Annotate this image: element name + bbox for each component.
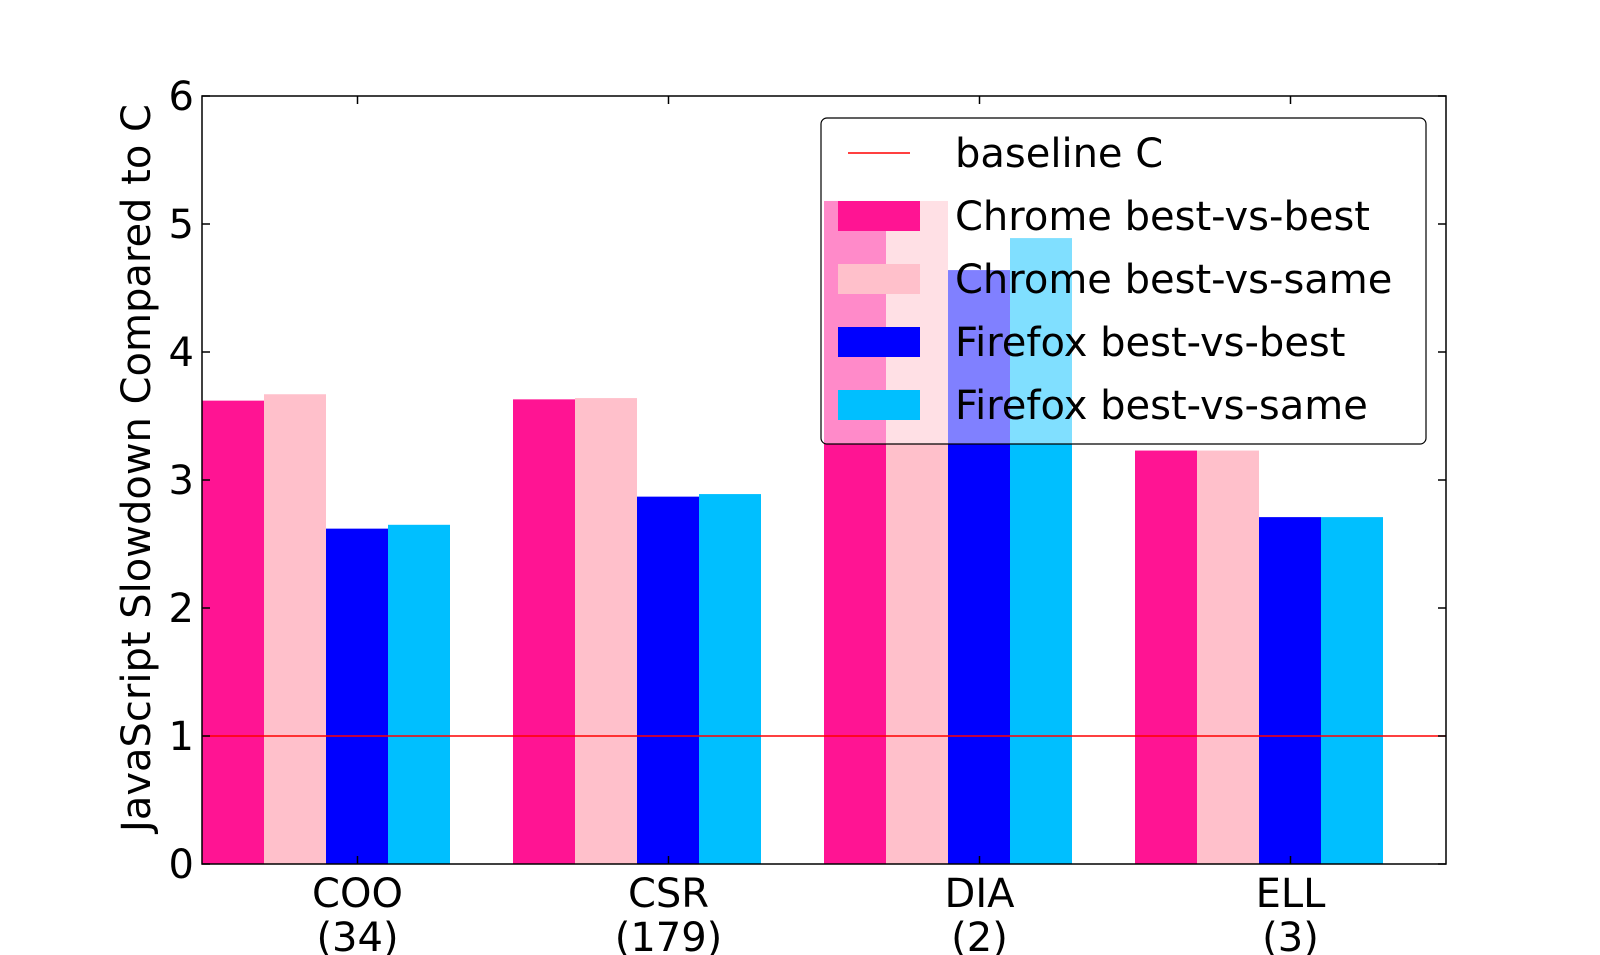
bar-ell-series-2	[1197, 450, 1259, 864]
x-tick-count-csr: (179)	[615, 915, 723, 955]
legend-swatch-3	[838, 327, 920, 357]
legend-label-2: Chrome best-vs-same	[955, 257, 1392, 303]
y-tick-label: 6	[169, 74, 194, 120]
x-tick-count-coo: (34)	[316, 915, 398, 955]
x-tick-count-ell: (3)	[1262, 915, 1319, 955]
legend-label-3: Firefox best-vs-best	[955, 320, 1345, 366]
y-tick-label: 2	[169, 586, 194, 632]
ticks-layer: 0 1 2 3 4 5 6 COO(34) CSR(179) DIA(2) ELL(3)	[169, 74, 1446, 955]
bar-coo-series-3	[326, 528, 388, 864]
x-tick-label-coo: COO	[312, 871, 403, 917]
legend-swatch-2	[838, 264, 920, 294]
x-tick-count-dia: (2)	[951, 915, 1008, 955]
bar-csr-series-3	[637, 496, 699, 864]
bar-ell-series-3	[1259, 517, 1321, 864]
legend-swatch-4	[838, 390, 920, 420]
bars-layer	[202, 200, 1383, 865]
legend-label-0: baseline C	[955, 131, 1163, 177]
y-tick-label: 4	[169, 330, 194, 376]
bar-csr-series-1	[513, 399, 575, 864]
x-tick-label-ell: ELL	[1256, 871, 1327, 917]
bar-csr-series-2	[575, 398, 637, 864]
bar-coo-series-4	[388, 524, 450, 864]
y-tick-label: 0	[169, 842, 194, 888]
y-tick-label: 1	[169, 714, 194, 760]
x-tick-label-csr: CSR	[628, 871, 709, 917]
bar-coo-series-1	[202, 400, 264, 864]
y-axis-label: JavaScript Slowdown Compared to C	[114, 104, 160, 835]
legend-box	[820, 117, 1427, 445]
bar-csr-series-4	[699, 494, 761, 864]
y-tick-label: 3	[169, 458, 194, 504]
y-tick-label: 5	[169, 202, 194, 248]
x-tick-label-dia: DIA	[945, 871, 1016, 917]
legend: baseline C Chrome best-vs-best Chrome best…	[820, 117, 1427, 445]
bar-ell-series-1	[1135, 450, 1197, 864]
legend-label-4: Firefox best-vs-same	[955, 383, 1368, 429]
bar-coo-series-2	[264, 394, 326, 864]
legend-label-1: Chrome best-vs-best	[955, 194, 1370, 240]
legend-swatch-1	[838, 201, 920, 231]
bar-ell-series-4	[1321, 517, 1383, 864]
